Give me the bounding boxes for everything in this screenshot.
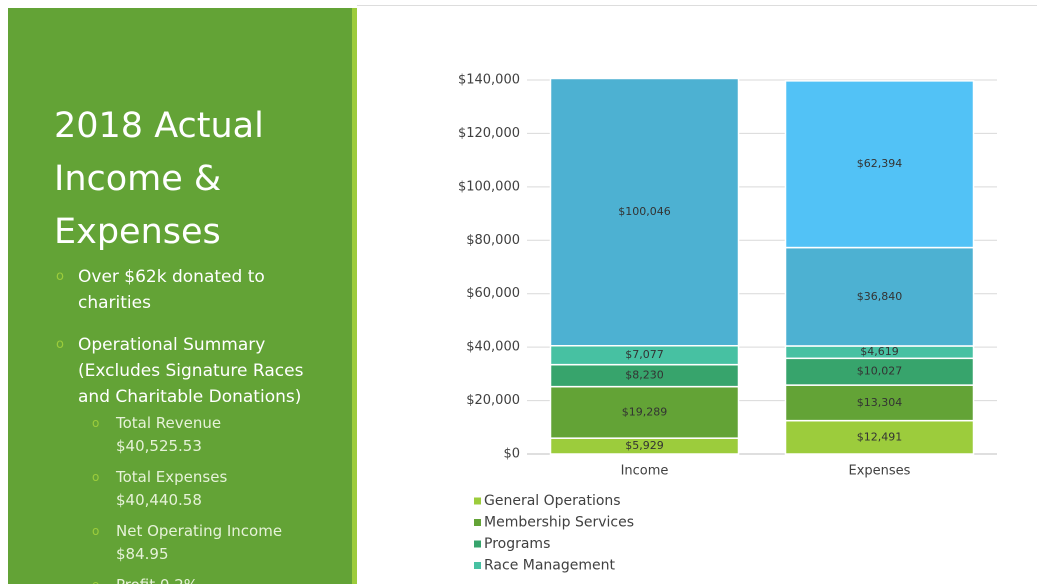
data-label: $4,619: [860, 345, 899, 358]
sub-bullet: Total Expenses $40,440.58: [78, 466, 324, 512]
data-label: $13,304: [857, 396, 903, 409]
sub-label: Total Revenue: [116, 414, 222, 432]
y-tick-label: $20,000: [466, 393, 520, 408]
y-tick-label: $100,000: [458, 179, 520, 194]
legend-label: Programs: [484, 536, 550, 552]
data-label: $36,840: [857, 290, 903, 303]
data-label: $62,394: [857, 157, 903, 170]
data-label: $12,491: [857, 430, 903, 443]
legend-label: Race Management: [484, 558, 615, 574]
sub-label: Net Operating Income: [116, 522, 283, 540]
sub-bullet: Profit 0.2%: [78, 574, 324, 584]
sub-list: Total Revenue $40,525.53 Total Expenses $40…: [78, 412, 324, 584]
bullet: Over $62k donated to charities: [54, 264, 324, 316]
sub-value: $40,525.53: [116, 437, 202, 455]
sub-bullet: Net Operating Income $84.95: [78, 520, 324, 566]
data-label: $7,077: [625, 348, 664, 361]
y-tick-label: $80,000: [466, 233, 520, 248]
legend-label: General Operations: [484, 493, 621, 509]
data-label: $10,027: [857, 365, 903, 378]
sub-value: $40,440.58: [116, 491, 202, 509]
legend-swatch: [474, 540, 481, 548]
y-tick-label: $0: [503, 447, 520, 462]
bullet-text: Over $62k donated to charities: [78, 267, 265, 313]
bullet-list: Over $62k donated to charities Operationa…: [54, 264, 324, 584]
y-tick-label: $60,000: [466, 286, 520, 301]
data-label: $100,046: [618, 205, 671, 218]
bar-segment: [784, 80, 975, 249]
slide-title: 2018 Actual Income & Expenses: [54, 106, 264, 252]
bar-segment: [549, 385, 740, 439]
x-tick-label: Expenses: [849, 464, 911, 479]
sub-bullet: Total Revenue $40,525.53: [78, 412, 324, 458]
data-label: $19,289: [622, 405, 668, 418]
sub-label: Total Expenses: [116, 468, 228, 486]
sub-label: Profit 0.2%: [116, 574, 324, 584]
legend-swatch: [474, 562, 481, 569]
y-tick-label: $40,000: [466, 340, 520, 355]
x-tick-label: Income: [621, 464, 669, 479]
legend-swatch: [474, 519, 481, 526]
bullet: Operational Summary (Excludes Signature …: [54, 332, 324, 584]
side-panel: 2018 Actual Income & Expenses Over $62k …: [8, 8, 357, 584]
data-label: $8,230: [625, 369, 664, 382]
data-label: $5,929: [625, 439, 664, 452]
bar-segment: [784, 419, 975, 455]
y-tick-label: $140,000: [458, 73, 520, 88]
sub-value: $84.95: [116, 545, 169, 563]
bullet-text: Operational Summary (Excludes Signature …: [78, 335, 304, 407]
bar-segment: [784, 246, 975, 347]
legend-label: Membership Services: [484, 515, 634, 531]
y-tick-label: $120,000: [458, 126, 520, 141]
top-rule: [357, 5, 1037, 6]
legend-swatch: [474, 497, 481, 505]
bar-segment: [549, 77, 740, 347]
